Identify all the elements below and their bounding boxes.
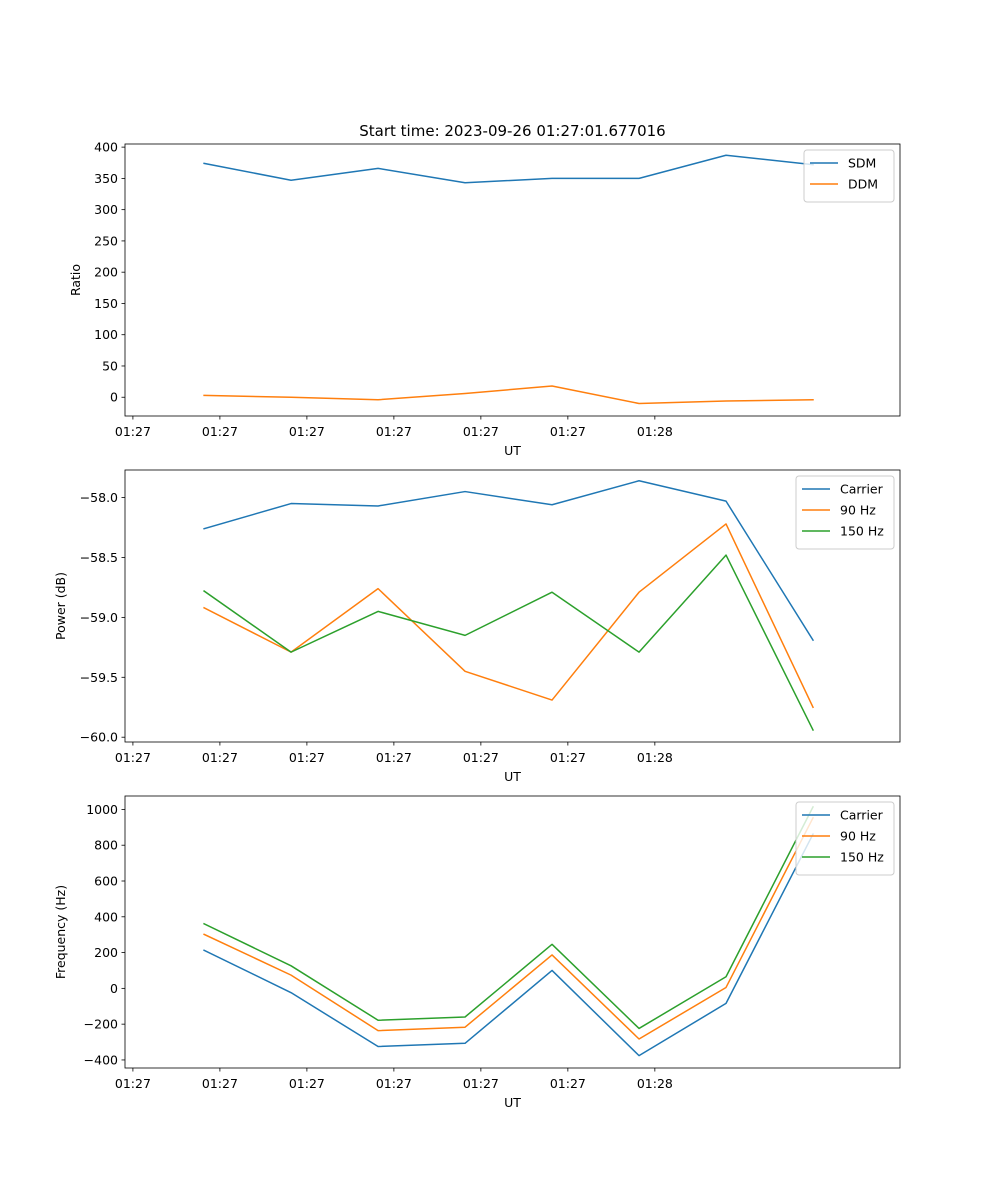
axes-frame — [124, 795, 901, 1069]
figure-title: Start time: 2023-09-26 01:27:01.677016 — [359, 122, 665, 140]
x-tick-label: 01:27 — [115, 750, 151, 765]
x-axis-label: UT — [504, 1095, 521, 1110]
y-tick-label: −58.0 — [80, 490, 118, 505]
y-tick-label: 50 — [102, 358, 118, 373]
x-tick-label: 01:27 — [202, 424, 238, 439]
x-tick-label: 01:27 — [289, 424, 325, 439]
series-line-150-hz — [203, 805, 815, 1030]
legend-label: 90 Hz — [840, 829, 876, 844]
y-tick-label: 1000 — [86, 802, 118, 817]
y-tick-label: 0 — [110, 390, 118, 405]
y-tick-label: −58.5 — [80, 550, 118, 565]
series-line-90-hz — [203, 816, 815, 1040]
x-tick-label: 01:28 — [637, 1076, 673, 1091]
y-tick-label: 150 — [94, 296, 118, 311]
series-line-sdm — [203, 154, 814, 184]
y-tick-label: 100 — [94, 327, 118, 342]
x-tick-label: 01:27 — [202, 1076, 238, 1091]
y-tick-label: 600 — [94, 874, 118, 889]
series-line-ddm — [203, 385, 814, 405]
y-tick-label: −59.5 — [80, 670, 118, 685]
y-tick-label: 800 — [94, 838, 118, 853]
x-tick-label: 01:27 — [463, 750, 499, 765]
y-tick-label: 250 — [94, 233, 118, 248]
legend: SDM DDM — [803, 149, 895, 203]
x-axis-label: UT — [504, 769, 521, 784]
y-tick-label: −200 — [84, 1017, 118, 1032]
y-tick-label: −60.0 — [80, 730, 118, 745]
y-tick-label: 400 — [94, 140, 118, 155]
chart-panel-1: 0 50 100 150 200 250 300 350 400 01:27 01:27 01:27 0… — [68, 140, 901, 458]
series-line-150-hz — [203, 554, 815, 732]
legend-label: 150 Hz — [840, 850, 884, 865]
y-tick-label: 350 — [94, 171, 118, 186]
x-tick-label: 01:27 — [115, 1076, 151, 1091]
legend-label: 150 Hz — [840, 524, 884, 539]
series-line-carrier — [203, 833, 815, 1057]
y-axis-label: Ratio — [68, 264, 83, 296]
x-axis-label: UT — [504, 443, 521, 458]
y-tick-label: 400 — [94, 909, 118, 924]
legend: Carrier 90 Hz 150 Hz — [795, 801, 895, 876]
y-axis-label: Power (dB) — [53, 572, 68, 640]
x-tick-label: 01:27 — [376, 424, 412, 439]
x-tick-label: 01:27 — [289, 750, 325, 765]
legend-label: SDM — [848, 156, 876, 171]
y-tick-label: −400 — [84, 1052, 118, 1067]
x-tick-label: 01:27 — [550, 750, 586, 765]
chart-panel-3: −400 −200 0 200 400 600 800 1000 01:27 01:27 01:27… — [53, 795, 901, 1110]
legend-label: DDM — [848, 177, 878, 192]
x-tick-label: 01:27 — [463, 424, 499, 439]
y-tick-label: 300 — [94, 202, 118, 217]
x-tick-label: 01:27 — [289, 1076, 325, 1091]
y-tick-label: 200 — [94, 265, 118, 280]
charts-container: 0 50 100 150 200 250 300 350 400 01:27 01:27 01:27 0… — [53, 140, 901, 1110]
x-tick-label: 01:28 — [637, 424, 673, 439]
x-tick-label: 01:27 — [202, 750, 238, 765]
y-axis-label: Frequency (Hz) — [53, 885, 68, 979]
axes-frame — [124, 143, 901, 417]
x-tick-label: 01:28 — [637, 750, 673, 765]
legend: Carrier 90 Hz 150 Hz — [795, 475, 895, 550]
legend-label: 90 Hz — [840, 503, 876, 518]
y-tick-label: −59.0 — [80, 610, 118, 625]
x-tick-label: 01:27 — [463, 1076, 499, 1091]
legend-label: Carrier — [840, 482, 884, 497]
legend-label: Carrier — [840, 808, 884, 823]
axes-frame — [124, 469, 901, 743]
x-tick-label: 01:27 — [376, 1076, 412, 1091]
x-tick-label: 01:27 — [376, 750, 412, 765]
y-tick-label: 200 — [94, 945, 118, 960]
series-line-carrier — [203, 480, 815, 642]
y-tick-label: 0 — [110, 981, 118, 996]
x-tick-label: 01:27 — [550, 424, 586, 439]
x-tick-label: 01:27 — [115, 424, 151, 439]
series-line-90-hz — [203, 523, 815, 709]
x-tick-label: 01:27 — [550, 1076, 586, 1091]
chart-panel-2: −60.0 −59.5 −59.0 −58.5 −58.0 01:27 01:27 01:27… — [53, 469, 901, 784]
